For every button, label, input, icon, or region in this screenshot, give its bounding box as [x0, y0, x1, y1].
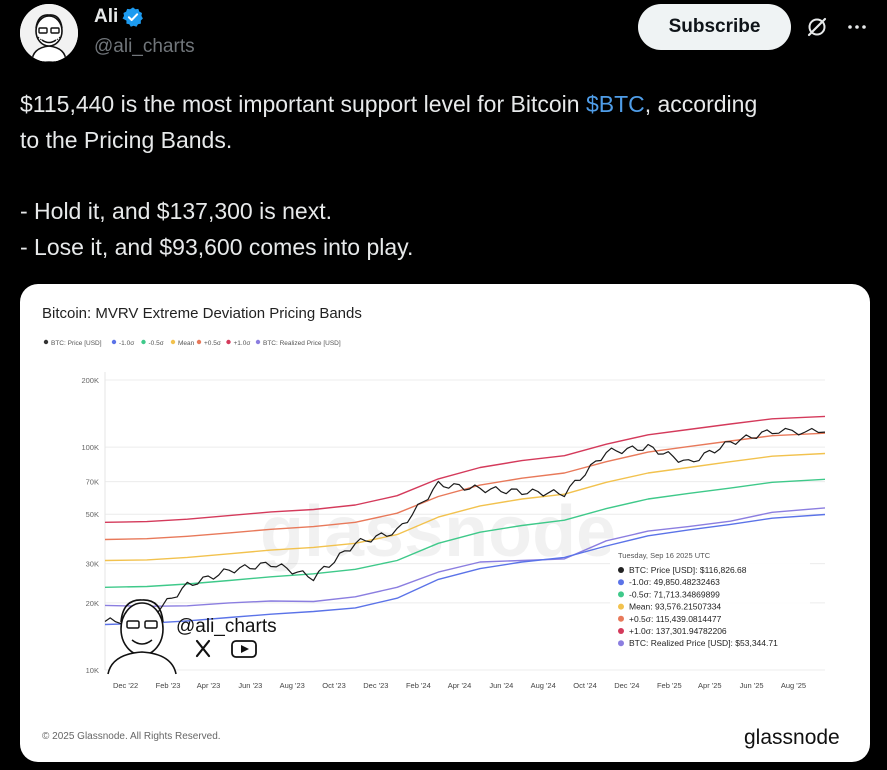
- tweet-text: $115,440 is the most important support l…: [20, 86, 880, 265]
- tooltip-row: +0.5σ: 115,439.0814477: [629, 614, 722, 624]
- y-tick-label: 50K: [86, 510, 99, 519]
- chart-tooltip: Tuesday, Sep 16 2025 UTC BTC: Price [USD]…: [610, 546, 810, 654]
- series-line: [104, 427, 826, 625]
- series-line: [104, 513, 826, 626]
- tweet-text-segment: , according: [644, 91, 758, 117]
- subscribe-button[interactable]: Subscribe: [638, 4, 791, 50]
- watermark: glassnode: [260, 492, 616, 572]
- author-handle[interactable]: @ali_charts: [94, 36, 195, 57]
- tooltip-date: Tuesday, Sep 16 2025 UTC: [618, 551, 711, 560]
- tooltip-swatch: [618, 579, 624, 586]
- y-tick-label: 70K: [86, 478, 99, 487]
- chart-series: [104, 415, 826, 626]
- chart-title: Bitcoin: MVRV Extreme Deviation Pricing …: [42, 305, 362, 322]
- y-tick-label: 20K: [86, 599, 99, 608]
- overlay-handle: @ali_charts: [176, 616, 277, 637]
- tweet-line-3: - Hold it, and $137,300 is next.: [20, 198, 332, 224]
- youtube-logo-icon: [231, 640, 257, 658]
- tooltip-row: BTC: Realized Price [USD]: $53,344.71: [629, 638, 778, 648]
- legend-label: +1.0σ: [234, 340, 251, 347]
- series-line: [104, 415, 826, 523]
- series-line: [104, 478, 826, 588]
- x-tick-label: Jun '23: [238, 681, 262, 690]
- x-tick-label: Feb '24: [406, 681, 431, 690]
- legend-swatch: [43, 339, 49, 345]
- tweet-text-segment: $115,440 is the most important support l…: [20, 91, 586, 117]
- x-tick-label: Apr '23: [197, 681, 221, 690]
- series-line: [104, 432, 826, 541]
- x-tick-label: Aug '25: [781, 681, 806, 690]
- legend-swatch: [255, 339, 261, 345]
- x-tick-label: Feb '25: [657, 681, 682, 690]
- y-tick-label: 200K: [81, 376, 99, 385]
- tooltip-swatch: [618, 591, 624, 598]
- y-axis-labels: 200K 100K 70K 50K 30K 20K 10K: [81, 376, 99, 675]
- tooltip-swatch: [618, 567, 624, 573]
- legend-swatch: [170, 339, 176, 345]
- chart-svg: Bitcoin: MVRV Extreme Deviation Pricing …: [42, 305, 840, 749]
- avatar-caricature-icon: [20, 4, 78, 62]
- tooltip-row: +1.0σ: 137,301.94782206: [629, 626, 727, 636]
- tooltip-swatch: [618, 603, 624, 610]
- glassnode-logo: glassnode: [744, 726, 840, 749]
- tooltip-box: [610, 546, 810, 654]
- chart-grid: [104, 372, 825, 671]
- tweet-line-1: $115,440 is the most important support l…: [20, 86, 880, 122]
- legend-swatch: [141, 339, 146, 345]
- x-logo-icon: [195, 639, 211, 658]
- x-tick-label: Oct '23: [322, 681, 346, 690]
- tooltip-row: Mean: 93,576.21507334: [629, 602, 721, 612]
- author-name[interactable]: Ali: [94, 6, 119, 27]
- grok-icon[interactable]: [805, 15, 829, 39]
- legend-label: +0.5σ: [204, 340, 221, 347]
- legend-label: Mean: [178, 340, 195, 347]
- legend-label: BTC: Price [USD]: [51, 340, 102, 347]
- x-tick-label: Apr '25: [698, 681, 722, 690]
- x-tick-label: Jun '25: [740, 681, 764, 690]
- chart-legend: BTC: Price [USD] -1.0σ -0.5σ Mean +0.5σ +1.0σ…: [43, 339, 341, 347]
- tweet-line-4: - Lose it, and $93,600 comes into play.: [20, 234, 414, 260]
- author-avatar[interactable]: [20, 4, 78, 62]
- x-tick-label: Dec '24: [614, 681, 639, 690]
- legend-swatch: [111, 339, 117, 345]
- legend-label: BTC: Realized Price [USD]: [263, 340, 341, 347]
- copyright-text: © 2025 Glassnode. All Rights Reserved.: [42, 731, 221, 742]
- series-line: [104, 452, 826, 562]
- tooltip-swatch: [618, 640, 624, 647]
- x-axis-labels: Dec '22 Feb '23 Apr '23 Jun '23 Aug '23 Oct '…: [113, 681, 806, 690]
- tooltip-swatch: [618, 615, 624, 622]
- tweet-media-chart[interactable]: Bitcoin: MVRV Extreme Deviation Pricing …: [20, 284, 870, 762]
- y-tick-label: 100K: [81, 443, 99, 452]
- x-tick-label: Apr '24: [448, 681, 472, 690]
- tooltip-swatch: [618, 628, 624, 634]
- tooltip-row: -1.0σ: 49,850.48232463: [629, 577, 720, 587]
- caricature-icon: [107, 599, 177, 675]
- legend-swatch: [196, 339, 202, 345]
- x-tick-label: Oct '24: [573, 681, 597, 690]
- series-line: [104, 507, 826, 607]
- x-tick-label: Jun '24: [489, 681, 513, 690]
- x-tick-label: Aug '23: [280, 681, 305, 690]
- more-options-icon[interactable]: [845, 15, 869, 39]
- tooltip-row: -0.5σ: 71,713.34869899: [629, 589, 720, 599]
- legend-label: -0.5σ: [149, 340, 164, 347]
- x-tick-label: Feb '23: [156, 681, 181, 690]
- tooltip-row: BTC: Price [USD]: $116,826.68: [629, 565, 747, 575]
- legend-swatch: [226, 339, 231, 345]
- y-tick-label: 30K: [86, 560, 99, 569]
- verified-badge-icon: [122, 7, 143, 27]
- cashtag-link[interactable]: $BTC: [585, 91, 645, 117]
- y-tick-label: 10K: [86, 666, 99, 675]
- legend-label: -1.0σ: [119, 340, 134, 347]
- tweet-line-2: to the Pricing Bands.: [20, 127, 233, 153]
- x-tick-label: Dec '23: [363, 681, 388, 690]
- x-tick-label: Dec '22: [113, 681, 138, 690]
- handle-overlay: @ali_charts: [107, 599, 277, 675]
- x-tick-label: Aug '24: [531, 681, 556, 690]
